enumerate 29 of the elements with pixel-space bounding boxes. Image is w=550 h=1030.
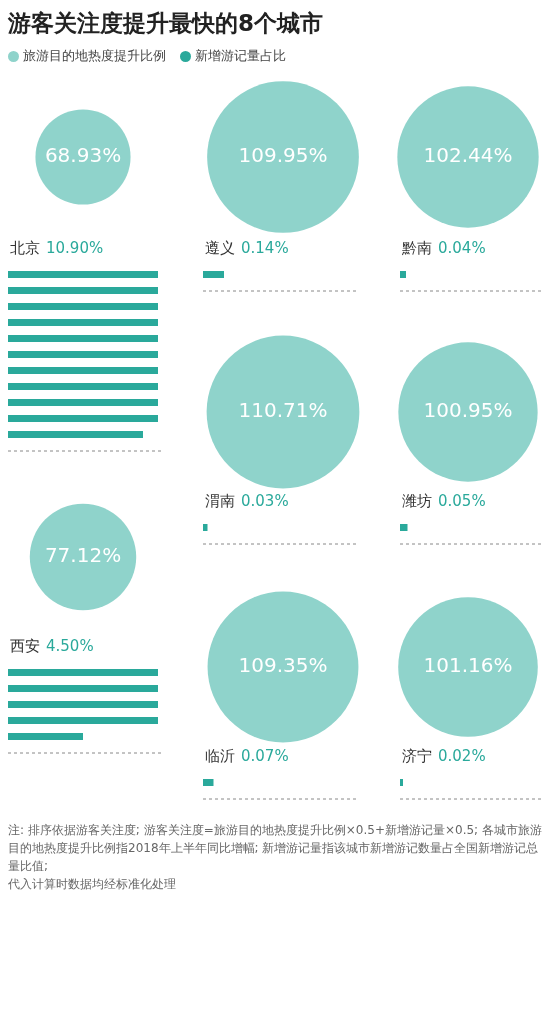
data-label: 102.44% [423, 143, 513, 168]
category-label: 渭南 [205, 491, 235, 510]
data-label: 68.93% [44, 143, 122, 168]
text: 注: 排序依据游客关注度; 游客关注度=旅游目的地热度提升比例×0.5+新增游记量×0.5; 各城市旅游目的地热度提升比例指2018年上半年同比增幅; 新增游记量指该城市新增游记数量占全国新增游记总量比值; [8, 822, 542, 875]
category-label: 遵义 [205, 238, 235, 257]
data-label: 110.71% [238, 398, 328, 423]
legend-label: 旅游目的地热度提升比例 [22, 47, 166, 65]
data-label: 109.95% [238, 143, 328, 168]
legend-label: 新增游记量占比 [194, 47, 286, 65]
data-label: 109.35% [238, 653, 328, 678]
category-label: 济宁 [402, 746, 432, 765]
category-label: 西安 [10, 636, 40, 655]
data-label: 101.16% [423, 653, 513, 678]
data-label: 0.05% [438, 491, 486, 510]
data-label: 77.12% [44, 543, 122, 568]
data-label: 0.14% [241, 238, 289, 257]
data-label: 0.04% [438, 238, 486, 257]
data-label: 0.03% [241, 491, 289, 510]
text: 代入计算时数据均经标准化处理 [8, 876, 177, 893]
data-label: 0.07% [241, 746, 289, 765]
data-label: 10.90% [46, 238, 104, 257]
category-label: 临沂 [205, 746, 235, 765]
category-label: 潍坊 [402, 491, 432, 510]
data-label: 100.95% [423, 398, 513, 423]
text: 游客关注度提升最快的8个城市 [8, 9, 324, 38]
category-label: 北京 [10, 238, 40, 257]
data-label: 0.02% [438, 746, 486, 765]
category-label: 黔南 [401, 238, 432, 257]
data-label: 4.50% [46, 636, 94, 655]
